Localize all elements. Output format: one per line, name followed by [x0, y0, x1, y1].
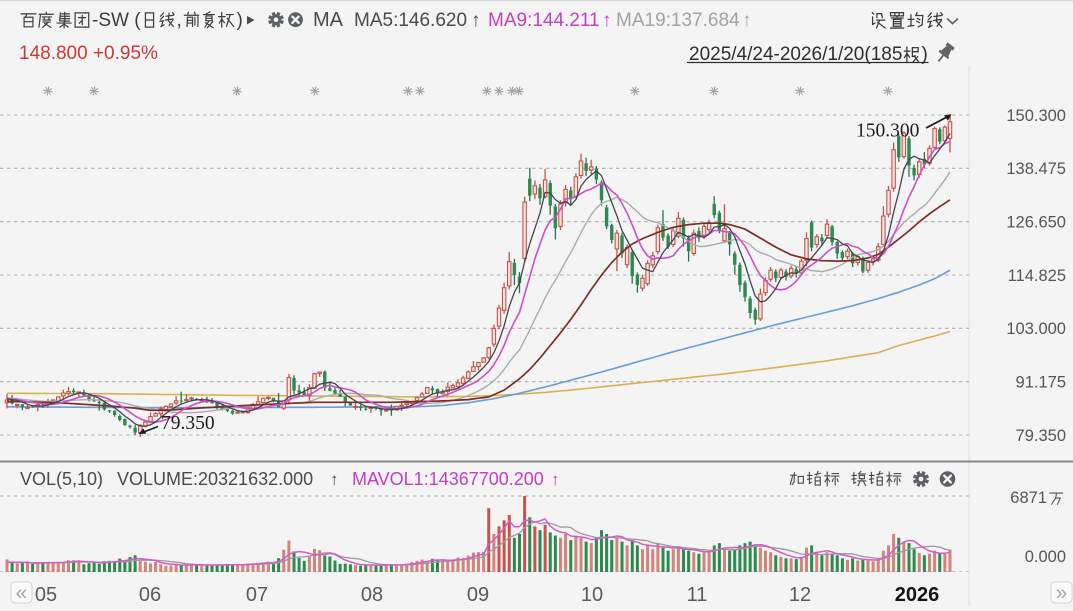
- svg-text:«: «: [16, 582, 28, 605]
- svg-text:MA: MA: [313, 9, 344, 31]
- svg-text:05: 05: [35, 584, 57, 606]
- svg-text:138.475: 138.475: [1006, 160, 1066, 178]
- svg-text:150.300: 150.300: [856, 121, 919, 142]
- svg-text:79.350: 79.350: [1016, 427, 1066, 445]
- svg-text:): ): [922, 44, 928, 65]
- svg-text:08: 08: [361, 584, 383, 606]
- svg-text:126.650: 126.650: [1006, 214, 1066, 232]
- svg-text:MA5:146.620: MA5:146.620: [354, 10, 467, 31]
- svg-text:06: 06: [139, 584, 161, 606]
- svg-text:79.350: 79.350: [161, 413, 215, 434]
- svg-text:07: 07: [246, 584, 268, 606]
- svg-text:↑: ↑: [602, 10, 612, 31]
- svg-text:): ): [237, 10, 243, 31]
- svg-text:10: 10: [581, 584, 603, 606]
- svg-text:VOL(5,10): VOL(5,10): [20, 469, 103, 489]
- svg-text:-SW (: -SW (: [92, 10, 141, 31]
- svg-text:MA19:137.684: MA19:137.684: [616, 10, 740, 31]
- svg-text:103.000: 103.000: [1006, 320, 1066, 338]
- svg-text:↑: ↑: [330, 470, 339, 489]
- svg-text:0.000: 0.000: [1025, 548, 1066, 566]
- svg-text:VOLUME:20321632.000: VOLUME:20321632.000: [117, 469, 313, 489]
- svg-text:↑: ↑: [742, 10, 752, 31]
- svg-text:»: »: [1056, 582, 1068, 605]
- svg-text:MAVOL1:14367700.200: MAVOL1:14367700.200: [352, 469, 544, 489]
- svg-text:2026: 2026: [895, 584, 940, 606]
- svg-text:150.300: 150.300: [1006, 107, 1066, 125]
- svg-text:09: 09: [467, 584, 489, 606]
- svg-text:MA9:144.211: MA9:144.211: [488, 10, 600, 31]
- svg-text:91.175: 91.175: [1016, 374, 1066, 392]
- svg-text:2025/4/24-2026/1/20(185: 2025/4/24-2026/1/20(185: [689, 44, 902, 65]
- svg-text:11: 11: [687, 584, 708, 606]
- svg-text:114.825: 114.825: [1008, 267, 1066, 285]
- svg-text:↑: ↑: [471, 10, 481, 31]
- svg-text:,: ,: [177, 10, 182, 31]
- svg-text:↑: ↑: [551, 470, 560, 489]
- svg-text:6871: 6871: [1010, 489, 1047, 507]
- svg-text:12: 12: [789, 584, 811, 606]
- svg-text:148.800 +0.95%: 148.800 +0.95%: [19, 43, 158, 64]
